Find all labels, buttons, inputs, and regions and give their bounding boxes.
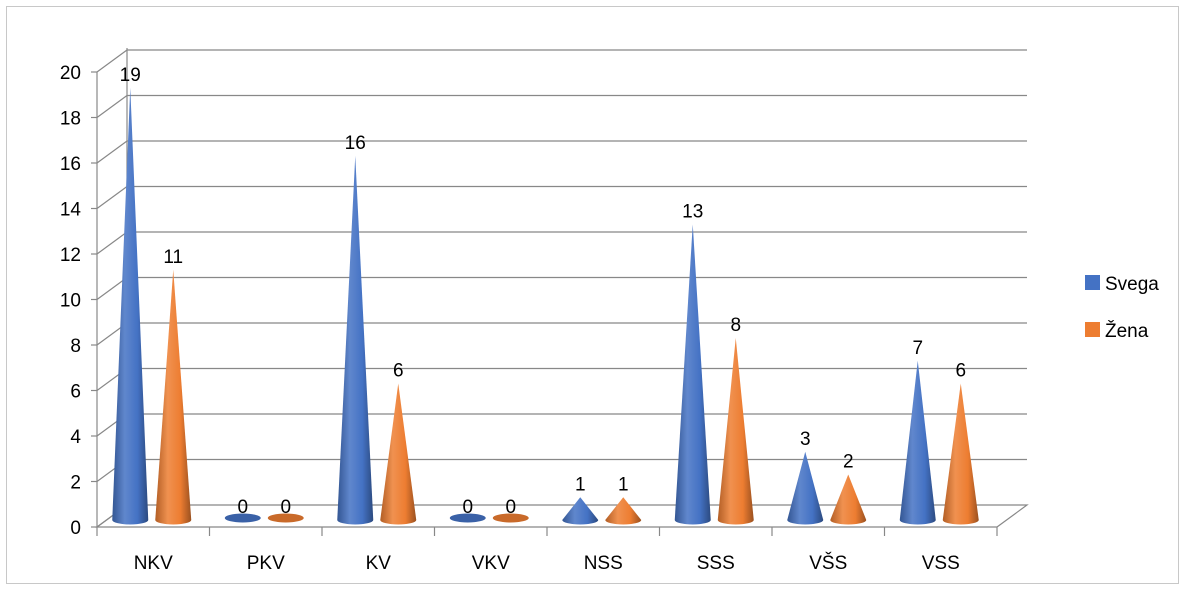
cone-body xyxy=(717,338,754,525)
cone-body xyxy=(562,497,599,525)
legend-label: Žena xyxy=(1105,320,1149,342)
data-label: 1 xyxy=(575,474,586,495)
x-tick-label: NSS xyxy=(584,553,623,574)
cone-ena-vkv xyxy=(492,513,529,523)
plot-area xyxy=(112,87,979,525)
cone-body xyxy=(112,87,149,525)
data-label: 0 xyxy=(462,497,473,518)
data-label: 0 xyxy=(505,497,516,518)
data-label: 0 xyxy=(237,497,248,518)
gridline-depth xyxy=(96,49,128,73)
x-tick-label: VKV xyxy=(472,553,510,574)
data-label: 8 xyxy=(730,315,741,336)
y-tick-label: 18 xyxy=(60,109,81,130)
cone-body xyxy=(787,451,824,525)
cone-svega-sss xyxy=(674,224,711,525)
cone-ena-vss xyxy=(942,383,979,525)
y-tick-label: 16 xyxy=(60,154,81,175)
gridline-depth xyxy=(96,231,128,255)
cone-svega-nss xyxy=(562,497,599,525)
y-tick-label: 2 xyxy=(70,473,81,494)
data-label: 11 xyxy=(163,247,183,268)
cone-body xyxy=(899,360,936,525)
gridline-depth xyxy=(96,277,128,300)
data-label: 7 xyxy=(912,338,923,359)
y-tick-label: 10 xyxy=(60,291,81,312)
data-label: 16 xyxy=(345,133,366,154)
cone-body xyxy=(605,497,642,525)
y-axis-ticks: 0 2 4 6 8 10 12 14 16 18 20 xyxy=(60,63,97,539)
cone-ena-nkv xyxy=(155,269,192,525)
y-tick-label: 12 xyxy=(60,245,81,266)
cone-base-zero xyxy=(449,513,486,523)
chart-walls xyxy=(95,48,1029,528)
legend: Svega Žena xyxy=(1085,274,1159,342)
x-axis: NKV PKV KV VKV NSS SSS VŠS VSS xyxy=(96,72,998,574)
data-label: 3 xyxy=(800,429,811,450)
cone-svega-vss xyxy=(899,360,936,525)
x-tick-label: VSS xyxy=(922,553,960,574)
x-tick-label: SSS xyxy=(697,553,735,574)
y-tick-label: 4 xyxy=(70,427,81,448)
x-tick-label: PKV xyxy=(247,553,285,574)
cone-svega-pkv xyxy=(224,513,261,523)
y-tick-label: 14 xyxy=(60,200,82,221)
cone-svega-vkv xyxy=(449,513,486,523)
cone-ena-vs xyxy=(830,474,867,525)
cone-svega-kv xyxy=(337,156,374,525)
data-label: 6 xyxy=(955,361,966,382)
data-label: 0 xyxy=(280,497,291,518)
cone-ena-pkv xyxy=(267,513,304,523)
cone-body xyxy=(830,474,867,525)
data-label: 1 xyxy=(618,474,629,495)
cone-svega-vs xyxy=(787,451,824,525)
data-label: 19 xyxy=(120,65,141,86)
data-label: 6 xyxy=(393,361,404,382)
cone-base-zero xyxy=(224,513,261,523)
x-tick-label: VŠS xyxy=(809,552,847,574)
gridline-depth xyxy=(96,95,128,118)
y-tick-label: 6 xyxy=(70,382,81,403)
chart-frame xyxy=(6,6,1179,584)
cone-body xyxy=(674,224,711,525)
data-label: 13 xyxy=(682,201,703,222)
y-tick-label: 0 xyxy=(70,518,81,539)
cone-base-zero xyxy=(492,513,529,523)
cone-body xyxy=(942,383,979,525)
gridlines xyxy=(96,49,1027,528)
legend-swatch xyxy=(1085,275,1100,290)
cone-ena-kv xyxy=(380,383,417,525)
cone-svega-nkv xyxy=(112,87,149,525)
cone-body xyxy=(155,269,192,525)
gridline-depth xyxy=(96,186,128,209)
x-tick-label: NKV xyxy=(134,553,173,574)
cone-ena-nss xyxy=(605,497,642,525)
x-tick-label: KV xyxy=(366,553,392,574)
cone-base-zero xyxy=(267,513,304,523)
gridline-depth xyxy=(96,140,128,164)
legend-label: Svega xyxy=(1105,274,1159,295)
y-tick-label: 20 xyxy=(60,63,81,84)
legend-swatch xyxy=(1085,322,1100,337)
cone-ena-sss xyxy=(717,338,754,525)
data-label: 2 xyxy=(843,452,854,473)
cone-body xyxy=(380,383,417,525)
cone-body xyxy=(337,156,374,525)
y-tick-label: 8 xyxy=(70,336,81,357)
